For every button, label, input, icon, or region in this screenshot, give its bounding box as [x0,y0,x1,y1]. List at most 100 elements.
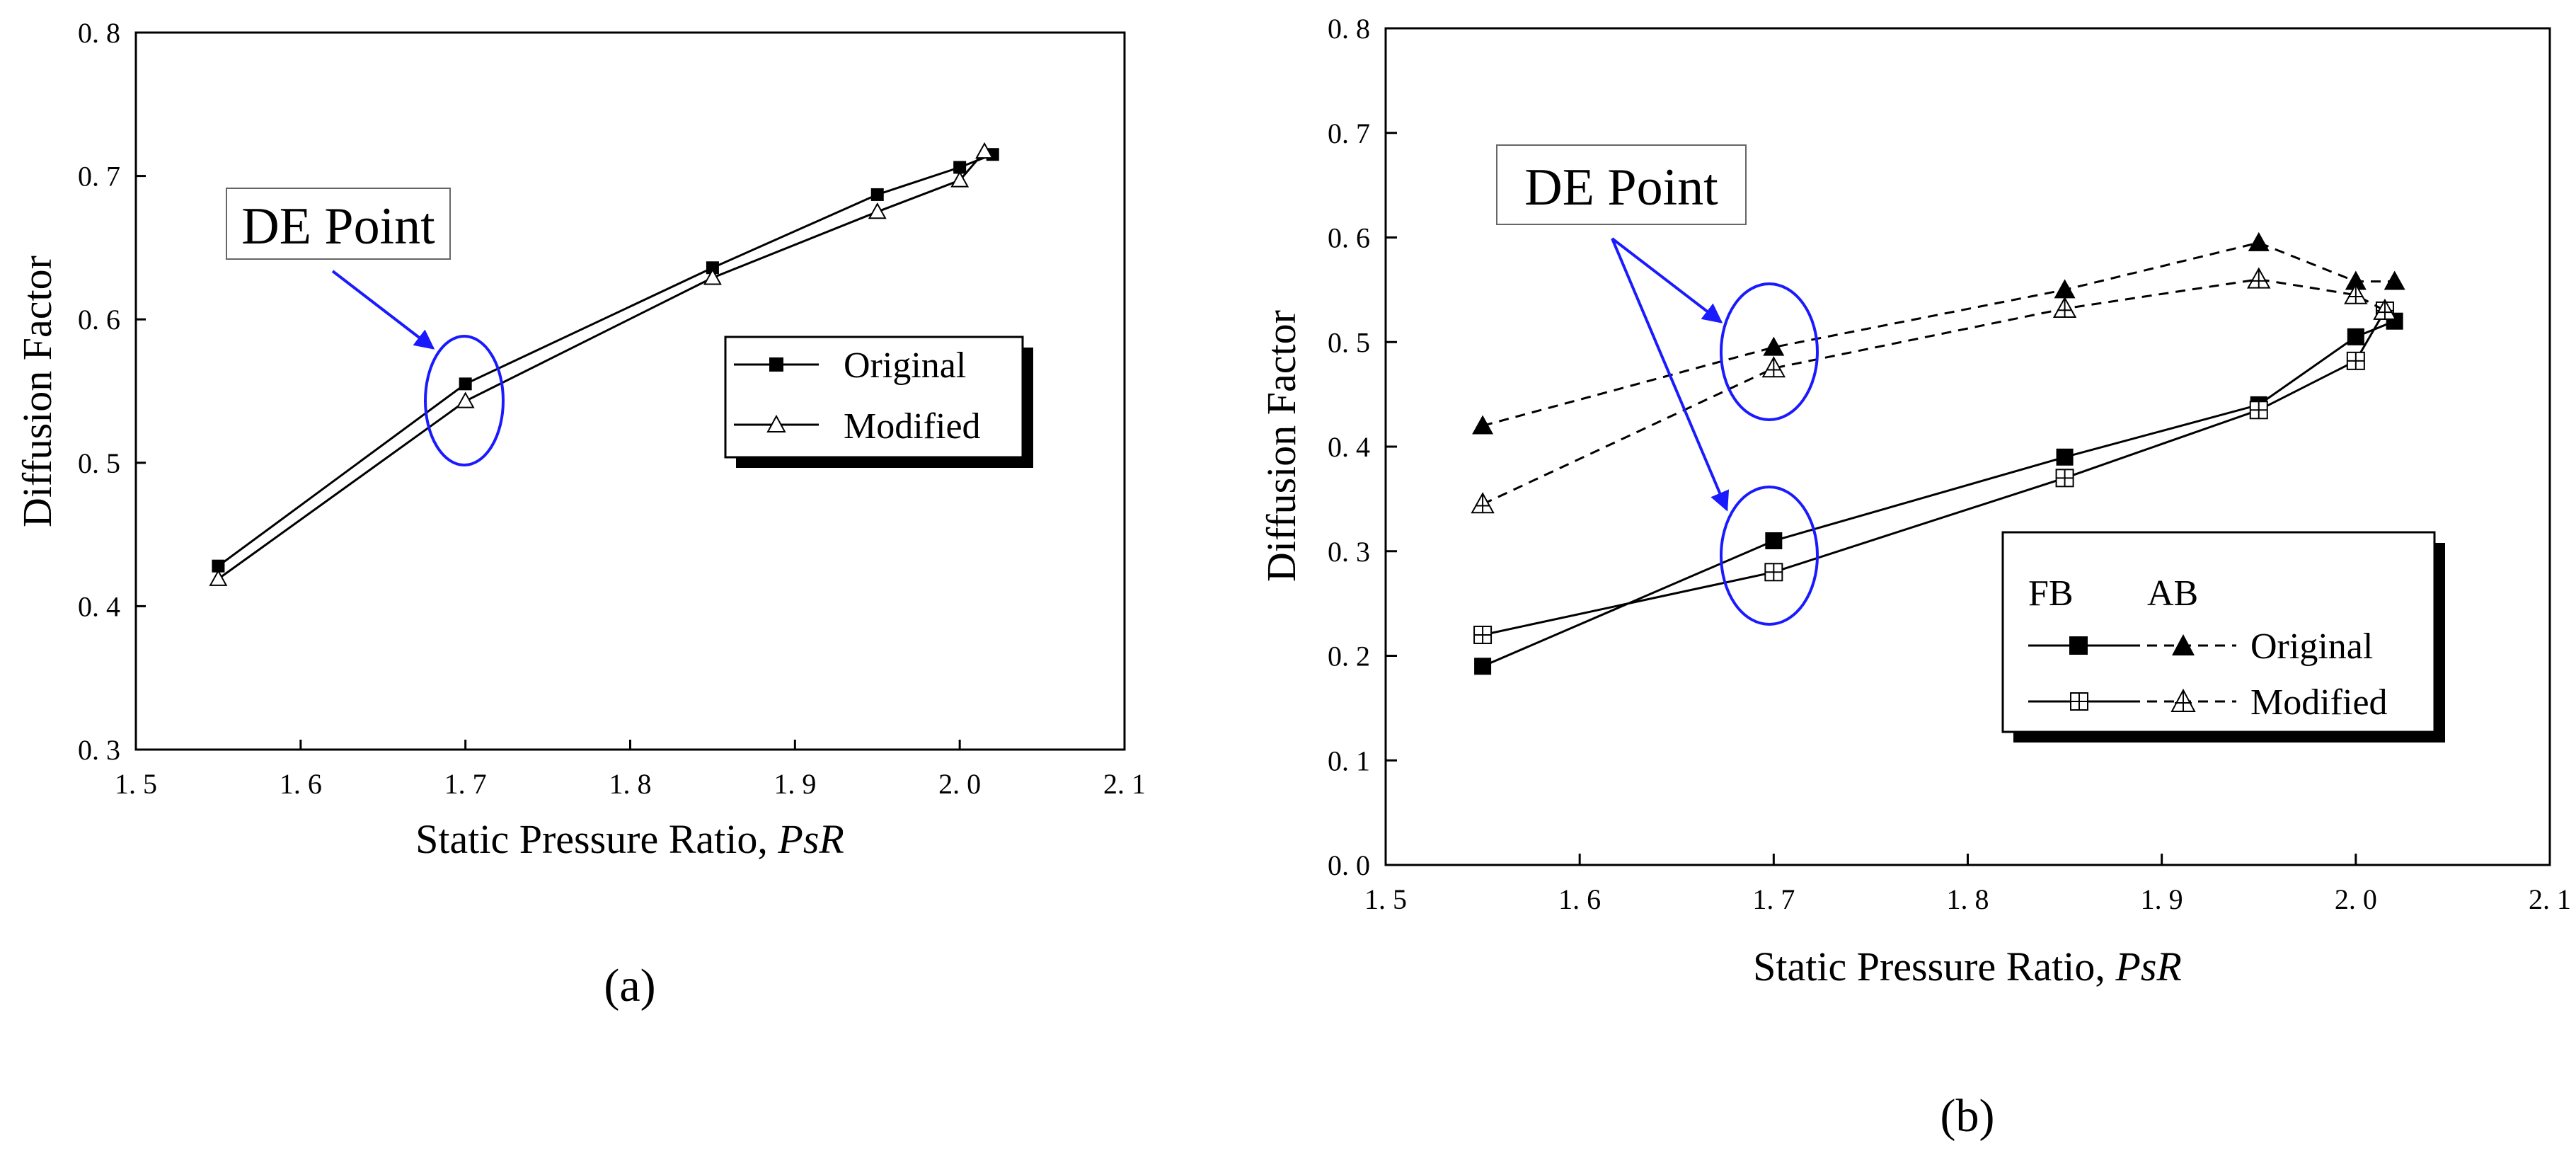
chart-b-y-tick-label: 0. 8 [1328,13,1370,45]
chart-b-x-tick-label: 2. 1 [2529,883,2571,915]
chart-a-series [209,142,999,586]
chart-b-series-line-ab-modified [1482,278,2386,505]
chart-a-y-tick-label: 0. 8 [78,17,120,49]
chart-a-point-modified [456,391,475,408]
chart-b-de-point-text: DE Point [1524,159,1718,217]
chart-b-legend-header-ab: AB [2147,573,2198,614]
chart-b-de-point-box [1496,144,1747,225]
chart-a-y-tick-label: 0. 7 [78,161,120,193]
x-axis-label-symbol: PsR [777,816,844,862]
chart-b-y-tick-label: 0. 6 [1328,222,1370,254]
chart-b-x-axis-label: Static Pressure Ratio, PsR [1753,944,2182,990]
chart-b-de-point-arrow-lower [1611,238,1730,512]
chart-b-de-point-circle-upper [1720,282,1819,421]
chart-b-y-tick-label: 0. 2 [1328,641,1370,672]
chart-a-point-original [459,377,472,391]
chart-a-point-original [953,161,967,174]
chart-b-y-axis-label: Diffusion Factor [1258,310,1304,582]
chart-b-x-tick-label: 1. 8 [1947,883,1989,915]
chart-b-legend-label-original: Original [2250,626,2373,667]
chart-b-point-fb-modified [1473,625,1493,644]
chart-b-y-tick-label: 0. 1 [1328,745,1370,776]
chart-a-de-point-arrow [331,270,435,350]
chart-a-y-tick-label: 0. 6 [78,304,120,336]
chart-b-point-ab-original [2054,279,2076,299]
chart-a-point-modified [950,171,970,188]
chart-a-x-tick-label: 2. 0 [938,768,981,800]
chart-a-point-original [706,261,719,275]
chart-a-x-tick-label: 1. 9 [774,768,816,800]
chart-a-point-modified [209,569,228,586]
chart-b-point-ab-modified [1471,492,1495,514]
chart-b-series-line-ab-original [1482,241,2395,427]
chart-a-ticks: 1. 5 1. 6 1. 7 1. 8 1. 9 2. 0 2. 1 0. 3 0. 4 0. 5… [78,17,1146,800]
chart-a-x-tick-label: 1. 5 [115,768,157,800]
chart-b-point-fb-modified [2055,469,2074,488]
chart-a-y-axis-label: Diffusion Factor [14,256,60,527]
chart-b-series [1471,231,2405,675]
chart-b-legend-marker-ab-modified [2170,688,2196,712]
chart-a-legend-marker-modified [766,414,786,432]
chart-b-ticks: 1. 5 1. 6 1. 7 1. 8 1. 9 2. 0 2. 1 0. 0 0. 1 0. 2… [1328,13,2571,915]
chart-b-point-fb-modified [1764,563,1783,582]
chart-a-legend-label-original: Original [844,345,966,386]
chart-b-legend: FB AB Original Modified [2001,531,2445,743]
chart-b-point-fb-original [1765,532,1783,549]
chart-b-legend-header-fb: FB [2028,573,2074,614]
chart-b-point-ab-original [1763,336,1785,356]
chart-b-point-ab-modified [2373,298,2397,320]
chart-b-x-axis-label-text: Static Pressure Ratio, [1753,944,2115,990]
chart-b-y-tick-label: 0. 0 [1328,849,1370,881]
chart-a-de-point-text: DE Point [241,197,435,256]
chart-a-x-tick-label: 2. 1 [1103,768,1146,800]
chart-b-de-point-circle-lower [1720,486,1819,626]
chart-b-point-ab-modified [2344,282,2368,304]
chart-b-point-ab-modified [2052,296,2077,318]
chart-a-x-tick-label: 1. 7 [444,768,487,800]
chart-b-point-ab-modified [1761,356,1786,378]
chart-b-legend-label-modified: Modified [2250,682,2388,723]
chart-b-legend-marker-ab-original [2172,634,2195,655]
chart-a-y-tick-label: 0. 5 [78,447,120,479]
chart-b-x-tick-label: 1. 6 [1558,883,1601,915]
chart-b-y-tick-label: 0. 7 [1328,117,1370,149]
chart-b-point-fb-modified [2346,351,2365,370]
chart-b-legend-marker-fb-original [2069,636,2088,655]
chart-b-y-tick-label: 0. 5 [1328,326,1370,358]
chart-a-legend-box [724,336,1024,459]
chart-b-x-tick-label: 1. 5 [1364,883,1407,915]
chart-b-x-tick-label: 1. 9 [2141,883,2183,915]
chart-b-de-point-arrow-upper [1611,237,1723,323]
chart-b-point-ab-modified [2247,267,2271,289]
chart-a-x-axis-label: Static Pressure Ratio, PsR [415,816,844,862]
chart-b-point-fb-original [1474,658,1492,675]
chart-a-y-tick-label: 0. 3 [78,734,120,766]
chart-b-point-fb-original [2347,328,2364,345]
chart-a-point-original [212,559,225,573]
chart-a-x-tick-label: 1. 8 [609,768,652,800]
chart-b-x-tick-label: 2. 0 [2335,883,2377,915]
chart-a-series-line-modified [217,151,986,580]
chart-b-point-ab-original [2345,270,2367,290]
chart-b-point-ab-original [2248,231,2270,251]
chart-a-de-point-circle [424,335,505,466]
chart-b: 1. 5 1. 6 1. 7 1. 8 1. 9 2. 0 2. 1 0. 0 0. 1 0. 2… [1258,13,2571,1142]
chart-b-point-fb-original [2056,448,2074,466]
chart-b-panel-label: (b) [1940,1090,1995,1142]
chart-a-de-point-box [226,188,451,260]
chart-b-y-tick-label: 0. 3 [1328,536,1370,568]
chart-b-point-ab-original [2384,270,2405,290]
chart-a-legend-marker-original [769,357,783,372]
chart-b-x-tick-label: 1. 7 [1752,883,1795,915]
chart-a: 1. 5 1. 6 1. 7 1. 8 1. 9 2. 0 2. 1 0. 3 0. 4 0. 5… [14,17,1146,1011]
chart-a-legend: Original Modified [724,336,1033,468]
chart-a-point-modified [975,142,994,159]
chart-b-legend-marker-fb-modified [2070,692,2088,711]
chart-a-panel-label: (a) [604,960,655,1011]
chart-b-de-point-annotation: DE Point [1496,144,1819,626]
chart-a-point-original [870,188,884,201]
chart-a-x-tick-label: 1. 6 [280,768,322,800]
chart-a-legend-label-modified: Modified [844,406,981,447]
chart-a-point-modified [868,202,887,219]
